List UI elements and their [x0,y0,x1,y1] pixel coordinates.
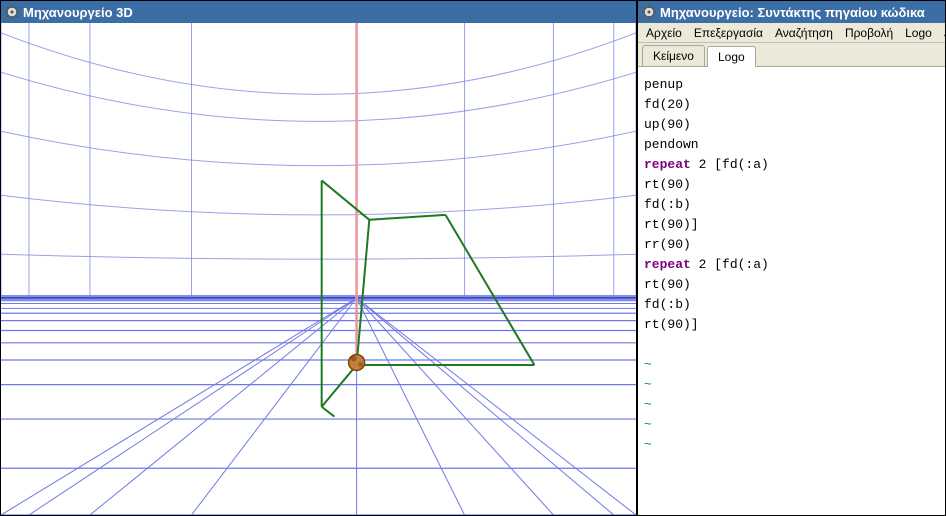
right-window: Μηχανουργείο: Συντάκτης πηγαίου κώδικα Α… [637,0,946,516]
left-window: Μηχανουργείο 3D [0,0,637,516]
tab-κείμενο[interactable]: Κείμενο [642,45,705,66]
left-titlebar[interactable]: Μηχανουργείο 3D [1,1,636,23]
right-titlebar[interactable]: Μηχανουργείο: Συντάκτης πηγαίου κώδικα [638,1,945,23]
tab-logo[interactable]: Logo [707,46,756,67]
left-title-text: Μηχανουργείο 3D [23,5,133,20]
menu-logo[interactable]: Logo [899,24,938,42]
gear-icon [5,5,19,19]
menu-αρχείο[interactable]: Αρχείο [640,24,688,42]
tabbar: ΚείμενοLogo [638,43,945,67]
menubar: ΑρχείοΕπεξεργασίαΑναζήτησηΠροβολήLogoJav… [638,23,945,43]
code-editor[interactable]: penup fd(20) up(90) pendown repeat 2 [fd… [638,67,945,515]
menu-επεξεργασία[interactable]: Επεξεργασία [688,24,769,42]
viewport-3d[interactable] [1,23,636,515]
menu-προβολή[interactable]: Προβολή [839,24,899,42]
app-container: Μηχανουργείο 3D Μηχανουργείο: Συντάκτης … [0,0,946,516]
grid-canvas [1,23,636,515]
gear-icon [642,5,656,19]
right-title-text: Μηχανουργείο: Συντάκτης πηγαίου κώδικα [660,5,925,20]
menu-αναζήτηση[interactable]: Αναζήτηση [769,24,839,42]
menu-java[interactable]: Java [938,24,946,42]
